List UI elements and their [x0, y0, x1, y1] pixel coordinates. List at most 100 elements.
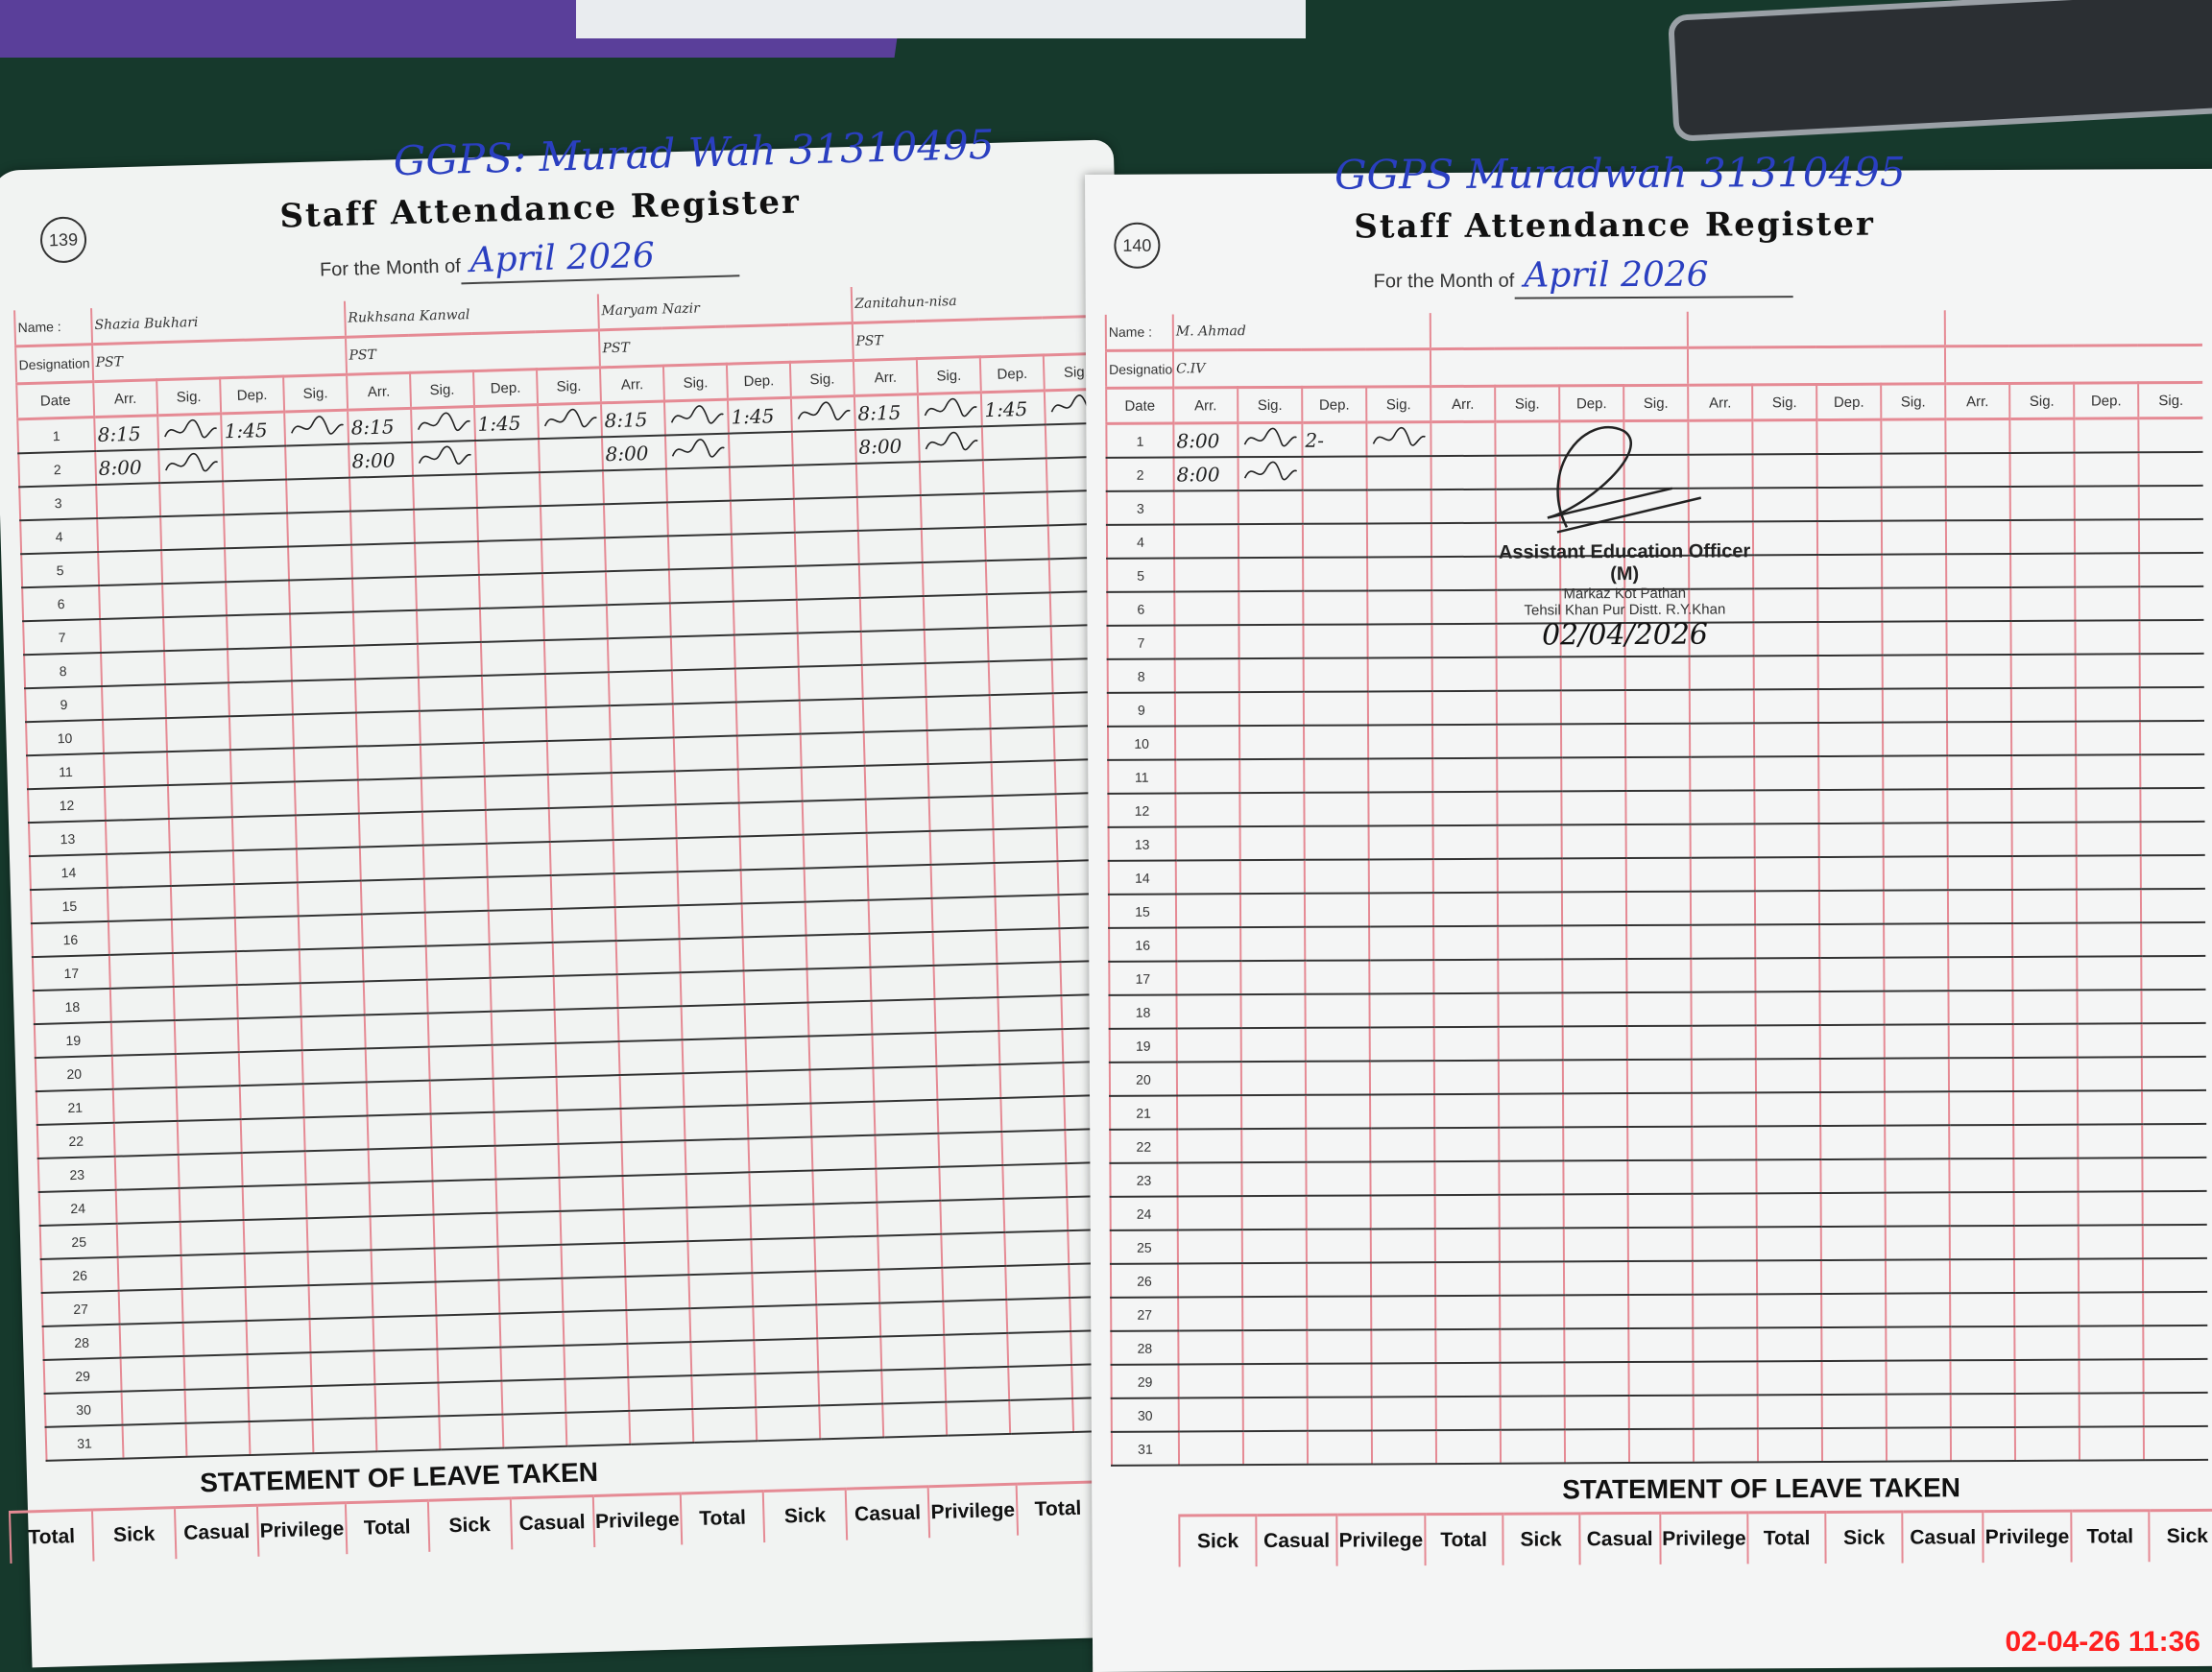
arrival-cell: [1690, 824, 1755, 858]
day-number: 7: [23, 618, 102, 656]
departure-cell: [1303, 624, 1368, 658]
departure-cell: [487, 874, 552, 911]
signature-cell: [1238, 590, 1304, 626]
signature-cell: [171, 918, 236, 954]
signature-cell: [430, 1111, 495, 1148]
day-number: 28: [42, 1324, 121, 1360]
arrival-cell: [1949, 1191, 2014, 1227]
departure-cell: [983, 491, 1048, 528]
signature-cell: [917, 392, 982, 429]
leave-header-sick: Sick: [91, 1507, 177, 1562]
signature-cell: [437, 1347, 502, 1383]
day-row: 31: [1111, 1425, 2209, 1466]
departure-cell: [1307, 1397, 1372, 1431]
signature-cell: [1370, 1229, 1435, 1263]
day-number: 3: [1106, 490, 1174, 525]
departure-cell: [1306, 1128, 1371, 1162]
signature-cell: [1238, 657, 1304, 693]
leave-header-casual: Casual: [1902, 1511, 1984, 1564]
signature-cell: [1241, 1262, 1308, 1298]
month-label: For the Month of: [1373, 270, 1515, 293]
date-header: Date: [1106, 388, 1174, 424]
signature-cell: [676, 836, 741, 872]
signature-cell: [1753, 555, 1818, 589]
day-row: 9: [1107, 686, 2205, 727]
departure-cell: [736, 733, 802, 770]
day-row: 29: [1111, 1358, 2208, 1398]
arrival-cell: [1950, 1292, 2015, 1327]
departure-cell: [738, 800, 804, 837]
signature-cell: [1497, 858, 1562, 893]
signature-cell: [797, 631, 862, 667]
day-number: 21: [36, 1088, 114, 1126]
departure-cell: 1:45: [727, 397, 792, 434]
day-number: 2: [1106, 457, 1174, 491]
signature-cell: [306, 1216, 372, 1253]
column-header-sig: Sig.: [789, 360, 854, 398]
leave-header-sick: Sick: [1502, 1513, 1580, 1565]
day-row: 27: [1111, 1291, 2208, 1331]
signature-cell: [1370, 1128, 1435, 1162]
departure-cell: [2075, 586, 2140, 621]
departure-cell: [2076, 889, 2142, 923]
arrival-cell: [1431, 421, 1496, 457]
column-header-dep: Dep.: [979, 354, 1045, 393]
departure-cell: [741, 901, 806, 938]
column-header-arr: Arr.: [1431, 386, 1496, 422]
departure-cell: [1306, 1161, 1371, 1196]
signature-cell: [1884, 1058, 1950, 1092]
arrival-cell: [1174, 558, 1239, 592]
leave-header-total: Total: [10, 1510, 94, 1564]
signature-cell: [938, 1131, 1003, 1167]
column-header-sig: Sig.: [283, 374, 349, 413]
day-row: 1 8:15 1:45 8:15 1:45 8:15 1:45 8:15 1:45: [17, 389, 1109, 454]
departure-cell: [477, 539, 542, 575]
arrival-cell: [370, 1214, 435, 1251]
signature-scribble: [797, 401, 851, 420]
departure-cell: [495, 1177, 561, 1213]
signature-cell: [1883, 890, 1949, 924]
signature-cell: [2142, 1224, 2207, 1259]
signature-cell: [1498, 925, 1563, 960]
departure-cell: [482, 707, 547, 743]
signature-cell: [2010, 620, 2076, 655]
day-row: 23: [1110, 1157, 2207, 1197]
leave-header-total: Total: [1016, 1481, 1099, 1536]
departure-cell: [1816, 453, 1882, 489]
departure-cell: [997, 962, 1062, 998]
departure-cell: [1821, 1360, 1887, 1395]
arrival-cell: [110, 1019, 176, 1056]
signature-cell: [2140, 753, 2205, 789]
signature-cell: [2143, 1358, 2208, 1394]
departure-cell: [242, 1184, 307, 1221]
day-number: 16: [31, 920, 109, 958]
arrival-cell: 8:15: [348, 408, 413, 444]
departure-cell: [1303, 590, 1368, 625]
staff-designation: [1687, 346, 1946, 386]
signature-cell: [672, 702, 737, 738]
departure-cell: [1005, 1264, 1070, 1300]
day-number: 18: [1109, 994, 1177, 1029]
arrival-cell: [1692, 1260, 1758, 1295]
stamp-markaz: Markaz Kot Pathan: [1563, 585, 1687, 603]
day-row: 2 8:00: [1106, 451, 2203, 491]
signature-scribble: [671, 439, 725, 458]
arrival-cell: [868, 897, 933, 934]
signature-cell: [1497, 724, 1562, 758]
signature-cell: [685, 1172, 751, 1208]
signature-cell: [926, 729, 992, 764]
departure-cell: [490, 975, 555, 1012]
arrival-cell: [1178, 1297, 1243, 1331]
signature-cell: [1240, 960, 1306, 995]
signature-cell: [425, 943, 491, 980]
signature-cell: [1626, 1059, 1693, 1094]
arrival-cell: [366, 1080, 431, 1116]
signature-cell: [180, 1220, 245, 1255]
departure-cell: [1306, 1262, 1372, 1297]
signature-cell: [1756, 1259, 1822, 1295]
departure-cell: [742, 935, 807, 971]
signature-cell: [543, 638, 609, 675]
designation-label: Designation :: [1105, 350, 1174, 389]
school-name-handwritten: GGPS: Murad Wah 31310495: [393, 120, 996, 185]
signature-cell: [808, 1034, 874, 1070]
